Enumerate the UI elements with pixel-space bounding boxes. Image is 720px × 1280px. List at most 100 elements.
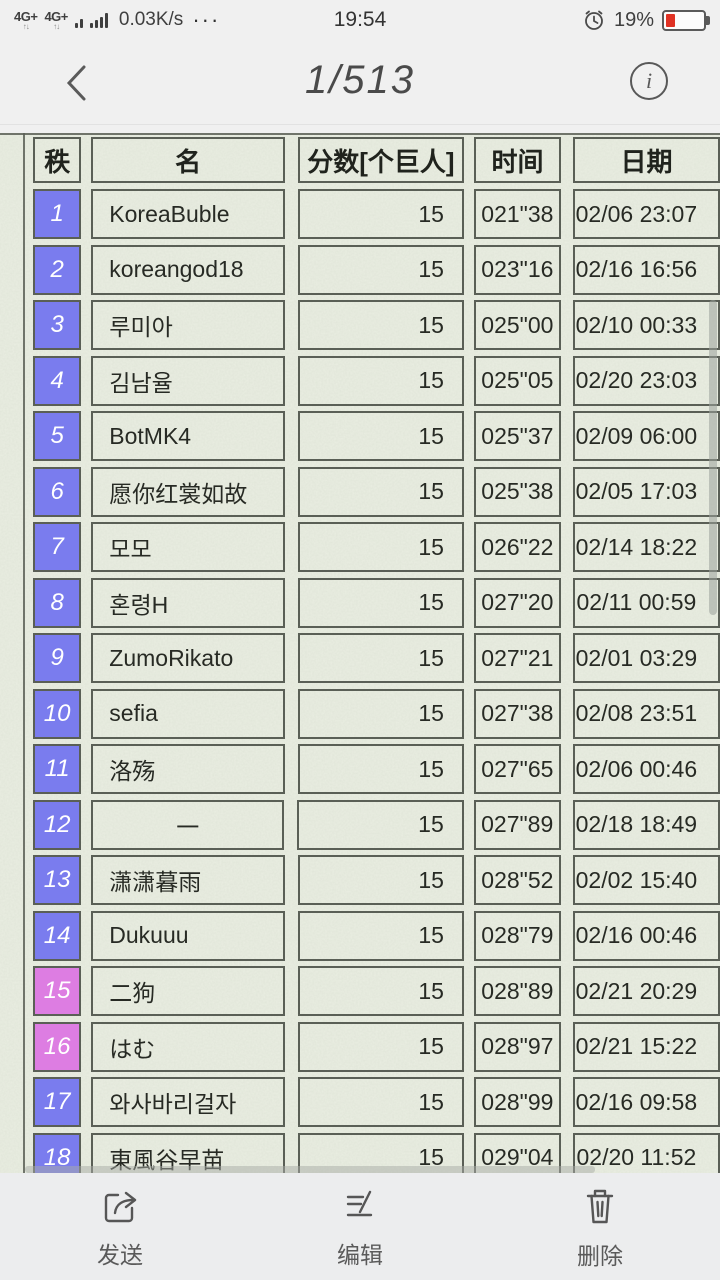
rank-badge: 5: [33, 411, 82, 461]
sim1-network-badge: 4G+ ↑↓: [14, 8, 38, 31]
date-value: 02/09 06:00: [572, 411, 720, 461]
score-value: 15: [297, 855, 464, 905]
time-value: 027"21: [473, 633, 561, 683]
time-value: 023"16: [473, 244, 561, 295]
date-value: 02/14 18:22: [572, 522, 720, 572]
sim2-network-badge: 4G+ ↑↓: [44, 8, 68, 31]
send-button[interactable]: 发送: [0, 1173, 240, 1280]
time-value: 021"38: [473, 189, 561, 239]
player-name: sefia: [91, 688, 285, 739]
score-value: 15: [297, 744, 464, 794]
send-label: 发送: [97, 1241, 143, 1268]
horizontal-scrollbar[interactable]: [25, 1166, 595, 1173]
nav-bar: 1/513 i: [0, 40, 720, 125]
clock-time: 19:54: [333, 8, 387, 31]
player-name: koreangod18: [91, 244, 285, 295]
date-value: 02/18 18:49: [572, 799, 720, 850]
rank-badge: 1: [33, 189, 82, 239]
time-value: 028"52: [473, 855, 561, 905]
delete-button[interactable]: 删除: [480, 1173, 720, 1280]
player-name: KoreaBuble: [91, 189, 285, 239]
time-value: 028"89: [473, 966, 561, 1016]
time-value: 027"38: [473, 688, 561, 739]
header-name: 名: [91, 137, 285, 183]
score-value: 15: [297, 799, 464, 850]
score-value: 15: [297, 577, 464, 628]
header-score: 分数[个巨人]: [297, 137, 464, 183]
sim1-network-label: 4G+: [14, 8, 38, 24]
table-row: 2 koreangod18 15 023"16 02/16 16:56: [0, 244, 720, 295]
score-value: 15: [297, 522, 464, 572]
date-value: 02/16 00:46: [572, 910, 720, 961]
battery-icon: [662, 9, 710, 31]
player-name: 二狗: [91, 966, 285, 1016]
date-value: 02/06 00:46: [572, 744, 720, 794]
date-value: 02/20 11:52: [572, 1132, 720, 1173]
player-name: 모모: [91, 522, 285, 572]
score-value: 15: [297, 910, 464, 961]
rank-badge: 7: [33, 522, 82, 572]
rank-badge: 10: [33, 688, 82, 739]
date-value: 02/21 15:22: [572, 1021, 720, 1072]
header-time: 时间: [473, 137, 562, 183]
player-name: 一: [91, 799, 285, 850]
score-value: 15: [297, 966, 464, 1016]
score-value: 15: [297, 688, 464, 739]
table-row: 10 sefia 15 027"38 02/08 23:51: [0, 688, 720, 739]
time-value: 028"79: [473, 910, 561, 961]
score-value: 15: [297, 411, 464, 461]
date-value: 02/06 23:07: [572, 189, 720, 239]
rank-badge: 2: [33, 244, 82, 295]
score-value: 15: [297, 355, 464, 406]
leaderboard-table: 秩 名 分数[个巨人] 时间 日期 1 KoreaBuble 15 021"38…: [0, 133, 720, 1173]
rank-badge: 14: [33, 910, 82, 961]
table-row: 9 ZumoRikato 15 027"21 02/01 03:29: [0, 633, 720, 683]
score-value: 15: [297, 1077, 464, 1127]
table-row: 8 혼령H 15 027"20 02/11 00:59: [0, 577, 720, 628]
score-value: 15: [297, 1021, 464, 1072]
score-value: 15: [297, 300, 464, 350]
rank-badge: 17: [33, 1077, 82, 1127]
date-value: 02/08 23:51: [572, 688, 720, 739]
sim2-network-label: 4G+: [44, 8, 68, 24]
table-row: 1 KoreaBuble 15 021"38 02/06 23:07: [0, 189, 720, 239]
status-dots: ···: [192, 7, 221, 32]
table-row: 14 Dukuuu 15 028"79 02/16 00:46: [0, 910, 720, 961]
rank-badge: 11: [33, 744, 82, 794]
header-rank: 秩: [33, 137, 82, 183]
vertical-scrollbar[interactable]: [709, 300, 717, 615]
player-name: 와사바리걸자: [91, 1077, 285, 1127]
player-name: 혼령H: [91, 577, 285, 628]
trash-icon: [576, 1183, 624, 1229]
player-name: はむ: [91, 1021, 285, 1072]
time-value: 028"97: [473, 1021, 561, 1072]
player-name: ZumoRikato: [91, 633, 285, 683]
bottom-toolbar: 发送 编辑: [0, 1173, 720, 1280]
network-speed: 0.03K/s: [118, 9, 184, 30]
edit-icon: [336, 1184, 384, 1228]
time-value: 027"89: [473, 799, 561, 850]
time-value: 025"00: [473, 300, 561, 350]
table-row: 4 김남율 15 025"05 02/20 23:03: [0, 355, 720, 406]
date-value: 02/21 20:29: [572, 966, 720, 1016]
battery-percent: 19%: [613, 8, 654, 31]
rank-badge: 3: [33, 300, 82, 350]
header-date: 日期: [573, 137, 720, 183]
score-value: 15: [297, 189, 464, 239]
table-row: 6 愿你红裳如故 15 025"38 02/05 17:03: [0, 466, 720, 517]
status-right-cluster: 19%: [582, 8, 710, 32]
player-name: 洛殇: [91, 744, 285, 794]
date-value: 02/16 09:58: [572, 1077, 720, 1127]
table-header-row: 秩 名 分数[个巨人] 时间 日期: [0, 137, 720, 183]
date-value: 02/16 16:56: [572, 244, 720, 295]
edit-button[interactable]: 编辑: [240, 1173, 480, 1280]
sim1-arrows-icon: ↑↓: [22, 21, 30, 31]
rank-badge: 9: [33, 633, 82, 683]
player-name: Dukuuu: [91, 910, 285, 961]
player-name: 潇潇暮雨: [91, 855, 285, 905]
back-button[interactable]: [58, 62, 94, 104]
score-value: 15: [297, 633, 464, 683]
table-row: 5 BotMK4 15 025"37 02/09 06:00: [0, 411, 720, 461]
info-button[interactable]: i: [630, 62, 668, 100]
